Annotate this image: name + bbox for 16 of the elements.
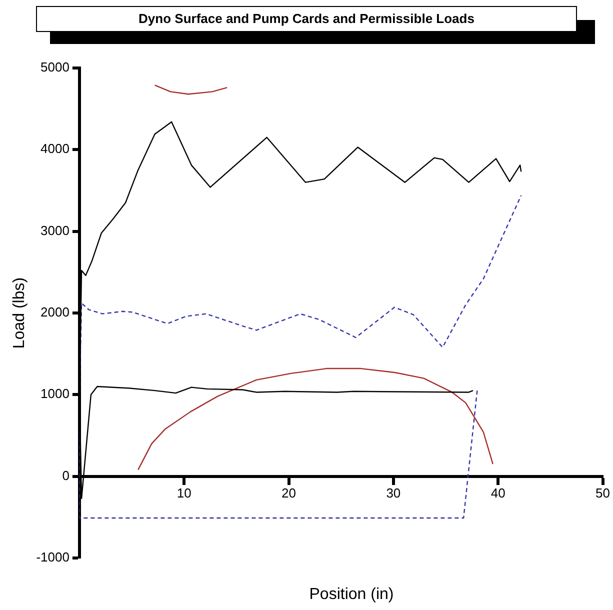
- y-axis-title: Load (lbs): [11, 277, 28, 349]
- y-tick-label: 3000: [40, 222, 70, 238]
- y-tick-label: 5000: [40, 60, 70, 75]
- y-tick-label: 0: [62, 468, 70, 483]
- line-series: [79, 194, 522, 519]
- y-tick-label: 1000: [40, 386, 70, 402]
- y-tick-label: -1000: [36, 550, 70, 565]
- y-tick-label: 2000: [40, 304, 70, 320]
- x-tick-label: 20: [282, 486, 296, 501]
- chart-title: Dyno Surface and Pump Cards and Permissible Loads: [36, 6, 577, 32]
- x-tick-label: 50: [596, 486, 610, 501]
- x-axis-title: Position (in): [308, 586, 395, 604]
- x-tick-label: 40: [490, 486, 506, 501]
- y-tick-label: 4000: [40, 141, 70, 156]
- x-tick-label: 30: [386, 486, 401, 501]
- x-tick-label: 10: [176, 486, 192, 501]
